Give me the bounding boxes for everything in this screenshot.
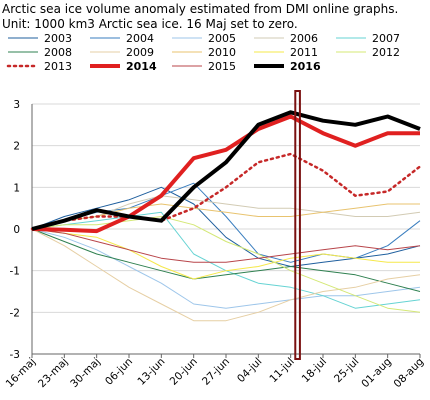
- y-tick-label: 1: [13, 182, 20, 194]
- y-tick-label: -3: [10, 349, 20, 361]
- x-tick-label: 04-jul: [235, 356, 264, 385]
- y-tick-label: -1: [10, 266, 20, 278]
- legend-label: 2007: [372, 32, 400, 45]
- series-lines: [30, 110, 422, 322]
- legend: 2003 2004 2005 2006 2007 2008 2009 2010 2011 2012…: [6, 32, 400, 73]
- series-line-2009: [31, 228, 421, 322]
- legend-item-2014: 2014: [90, 60, 157, 73]
- legend-label: 2013: [44, 60, 72, 73]
- legend-item-2003: 2003: [8, 32, 72, 45]
- legend-item-2013: 2013: [6, 60, 72, 73]
- x-tick-label: 18-jul: [300, 356, 329, 385]
- series-line-2015: [31, 228, 421, 263]
- legend-item-2005: 2005: [172, 32, 236, 45]
- x-tick-label: 20-jun: [168, 356, 200, 388]
- legend-label: 2005: [208, 32, 236, 45]
- legend-item-2016: 2016: [254, 60, 321, 73]
- legend-label: 2016: [290, 60, 321, 73]
- series-line-2005: [31, 228, 421, 309]
- chart-subtitle: Unit: 1000 km3 Arctic sea ice. 16 Maj se…: [2, 17, 298, 31]
- legend-label: 2003: [44, 32, 72, 45]
- legend-label: 2010: [208, 46, 236, 59]
- series-line-2008: [31, 228, 421, 292]
- y-tick-label: 3: [13, 99, 20, 111]
- legend-label: 2015: [208, 60, 236, 73]
- legend-label: 2011: [290, 46, 318, 59]
- chart-title: Arctic sea ice volume anomaly estimated …: [2, 2, 398, 16]
- x-tick-label: 30-maj: [68, 356, 102, 390]
- legend-item-2015: 2015: [172, 60, 236, 73]
- legend-label: 2008: [44, 46, 72, 59]
- y-tick-label: -2: [10, 307, 20, 319]
- x-tick-label: 27-jun: [200, 356, 232, 388]
- date-marker-box: [294, 90, 301, 360]
- legend-label: 2012: [372, 46, 400, 59]
- legend-label: 2004: [126, 32, 154, 45]
- legend-item-2010: 2010: [172, 46, 236, 59]
- y-tick-label: 0: [13, 224, 20, 236]
- series-line-2012: [31, 216, 421, 313]
- series-line-2013: [30, 152, 422, 231]
- legend-item-2004: 2004: [90, 32, 154, 45]
- series-line-2003: [31, 186, 421, 267]
- legend-item-2009: 2009: [90, 46, 154, 59]
- series-line-2007: [31, 211, 421, 309]
- legend-item-2008: 2008: [8, 46, 72, 59]
- legend-item-2012: 2012: [336, 46, 400, 59]
- legend-item-2006: 2006: [254, 32, 318, 45]
- x-tick-label: 11-jul: [267, 356, 296, 385]
- series-line-2011: [31, 228, 420, 280]
- y-tick-label: 2: [13, 141, 20, 153]
- legend-item-2007: 2007: [336, 32, 400, 45]
- series-line-2016: [31, 110, 421, 231]
- x-tick-label: 06-jun: [103, 356, 135, 388]
- legend-item-2011: 2011: [254, 46, 318, 59]
- x-tick-label: 01-aug: [359, 356, 394, 391]
- legend-label: 2006: [290, 32, 318, 45]
- legend-label: 2014: [126, 60, 157, 73]
- y-tick-labels: -3 -2 -1 0 1 2 3: [10, 99, 20, 361]
- x-tick-label: 13-jun: [135, 356, 167, 388]
- x-tick-label: 08-aug: [392, 356, 427, 391]
- series-line-2014: [31, 114, 420, 234]
- legend-label: 2009: [126, 46, 154, 59]
- x-tick-label: 23-maj: [36, 356, 70, 390]
- x-tick-label: 25-jul: [332, 356, 361, 385]
